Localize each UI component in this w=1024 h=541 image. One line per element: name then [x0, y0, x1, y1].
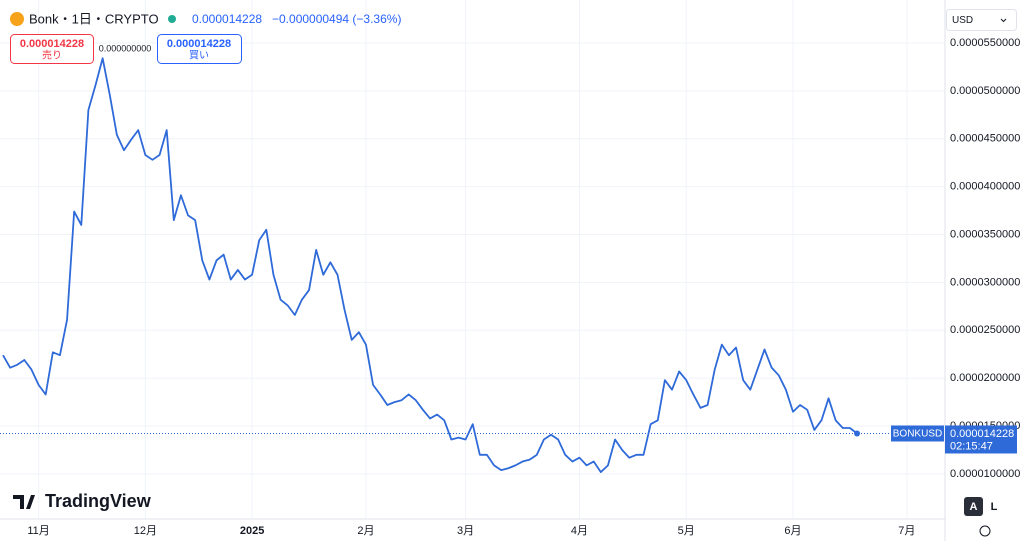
price-tag	[945, 425, 1017, 454]
log-scale: L	[991, 501, 998, 513]
auto-scale-button[interactable]	[964, 497, 983, 516]
x-tick-label: 2025	[240, 525, 264, 537]
x-tick-label: 2月	[357, 525, 374, 537]
settings-button[interactable]	[979, 525, 991, 537]
x-tick-label: 12月	[134, 525, 157, 537]
y-tick-label: 0.0000350000	[950, 228, 1020, 240]
x-tick-label: 5月	[678, 525, 695, 537]
x-tick-label: 4月	[571, 525, 588, 537]
symbol-tag	[891, 425, 944, 442]
grid	[0, 0, 945, 519]
y-tick-label: 0.0000550000	[950, 37, 1020, 49]
x-tick-label: 11月	[27, 525, 49, 537]
y-tick-label: 0.0000450000	[950, 133, 1020, 145]
y-tick-label: 0.0000100000	[950, 468, 1020, 480]
spread: 0.000000000	[99, 43, 152, 53]
market-status[interactable]	[168, 15, 176, 23]
coin-icon	[10, 12, 24, 26]
last-price: 0.000014228	[192, 12, 262, 26]
auto-scale: A	[970, 501, 978, 513]
currency: USD	[952, 15, 973, 26]
currency-select[interactable]	[946, 9, 1017, 31]
price-tag-label: 0.000014228	[950, 428, 1014, 440]
x-tick-label: 6月	[784, 525, 801, 537]
last-price-dot	[854, 430, 861, 437]
buy-price: 0.000014228	[167, 38, 231, 50]
y-tick-label: 0.0000500000	[950, 85, 1020, 97]
symbol[interactable]: Bonk・1日・CRYPTO	[29, 11, 159, 26]
sell-label: 売り	[42, 49, 62, 62]
logo-icon	[13, 495, 35, 509]
y-tick-label: 0.0000300000	[950, 276, 1020, 288]
y-tick-label: 0.0000400000	[950, 181, 1020, 193]
price-change: −0.000000494 (−3.36%)	[272, 12, 401, 26]
sell-price: 0.000014228	[20, 38, 84, 50]
x-tick-label: 7月	[898, 525, 915, 537]
sell-button[interactable]	[10, 34, 94, 64]
dropdown-arrow	[1000, 18, 1007, 23]
price-line	[2, 57, 858, 473]
buy-label: 買い	[189, 50, 209, 62]
x-tick-label: 3月	[457, 525, 474, 537]
logo: TradingView	[45, 491, 152, 511]
symbol-tag-label: BONKUSD	[893, 429, 942, 440]
countdown: 02:15:47	[950, 440, 993, 452]
buy-button[interactable]	[157, 34, 242, 64]
y-tick-label: 0.0000250000	[950, 324, 1020, 336]
y-tick-label: 0.0000200000	[950, 372, 1020, 384]
